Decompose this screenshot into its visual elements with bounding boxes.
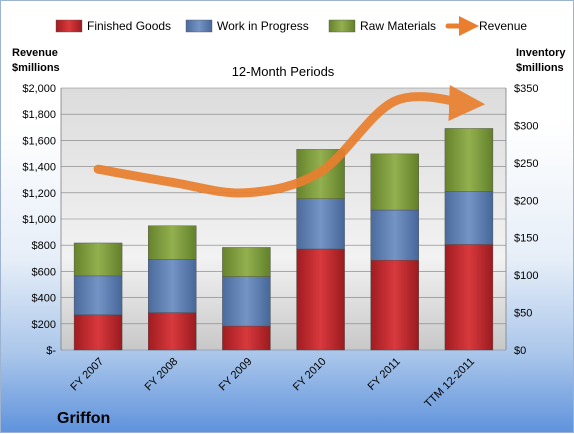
right-tick-label: $50 <box>514 308 532 320</box>
bar-finished-goods-fy-2008 <box>148 313 196 350</box>
legend: Finished Goods Work in Progress Raw Materi… <box>56 19 527 33</box>
right-axis-ticks: $0 $50 $100 $150 $200 $250 $300 $350 <box>514 83 538 357</box>
chart-title: 12-Month Periods <box>232 64 335 79</box>
left-tick-label: $1,000 <box>22 214 56 226</box>
left-tick-label: $- <box>46 345 56 357</box>
legend-label-work-in-progress: Work in Progress <box>217 19 309 33</box>
right-tick-label: $250 <box>514 158 538 170</box>
left-tick-label: $1,600 <box>22 135 56 147</box>
left-axis-ticks: $- $200 $400 $600 $800 $1,000 $1,200 $1,400 $1,6… <box>22 83 56 357</box>
right-tick-label: $150 <box>514 233 538 245</box>
left-tick-label: $800 <box>32 240 56 252</box>
x-axis-ticks: FY 2007 FY 2008 FY 2009 FY 2010 FY 2011 TTM 1… <box>68 356 477 411</box>
right-tick-label: $350 <box>514 83 538 95</box>
x-tick-label: TTM 12-2011 <box>422 356 477 411</box>
bar-work-in-progress-fy-2007 <box>74 276 122 315</box>
bar-work-in-progress-fy-2011 <box>371 210 419 260</box>
company-name: Griffon <box>57 410 110 427</box>
bar-raw-materials-fy-2008 <box>148 226 196 260</box>
x-tick-label: FY 2009 <box>217 356 255 394</box>
x-tick-label: FY 2010 <box>291 356 329 394</box>
right-tick-label: $0 <box>514 345 526 357</box>
x-tick-label: FY 2007 <box>68 356 106 394</box>
left-tick-label: $200 <box>32 319 56 331</box>
left-axis-title-line1: Revenue <box>12 47 58 59</box>
left-tick-label: $2,000 <box>22 83 56 95</box>
bar-raw-materials-fy-2009 <box>222 247 270 276</box>
left-tick-label: $1,200 <box>22 188 56 200</box>
right-tick-label: $200 <box>514 195 538 207</box>
bar-finished-goods-ttm-12-2011 <box>445 244 493 350</box>
left-tick-label: $600 <box>32 266 56 278</box>
bar-raw-materials-fy-2011 <box>371 154 419 210</box>
bar-work-in-progress-fy-2008 <box>148 259 196 312</box>
bar-work-in-progress-ttm-12-2011 <box>445 191 493 244</box>
legend-label-revenue: Revenue <box>479 19 527 33</box>
legend-label-raw-materials: Raw Materials <box>360 19 436 33</box>
left-tick-label: $1,800 <box>22 109 56 121</box>
bar-finished-goods-fy-2011 <box>371 260 419 350</box>
legend-label-finished-goods: Finished Goods <box>87 19 171 33</box>
right-axis-title-line2: $millions <box>516 62 564 74</box>
right-tick-label: $100 <box>514 270 538 282</box>
bar-raw-materials-ttm-12-2011 <box>445 128 493 191</box>
bar-work-in-progress-fy-2009 <box>222 277 270 326</box>
legend-swatch-work-in-progress <box>186 20 212 32</box>
left-tick-label: $1,400 <box>22 162 56 174</box>
right-tick-label: $300 <box>514 120 538 132</box>
bar-finished-goods-fy-2010 <box>297 249 345 350</box>
right-axis-title-line1: Inventory <box>516 47 566 59</box>
bar-finished-goods-fy-2009 <box>222 326 270 350</box>
legend-swatch-raw-materials <box>329 20 355 32</box>
left-tick-label: $400 <box>32 293 56 305</box>
bar-work-in-progress-fy-2010 <box>297 199 345 249</box>
bar-finished-goods-fy-2007 <box>74 315 122 350</box>
bar-raw-materials-fy-2007 <box>74 243 122 276</box>
left-axis-title-line2: $millions <box>12 62 60 74</box>
x-tick-label: FY 2011 <box>366 356 403 393</box>
x-tick-label: FY 2008 <box>143 356 181 394</box>
legend-swatch-finished-goods <box>56 20 82 32</box>
